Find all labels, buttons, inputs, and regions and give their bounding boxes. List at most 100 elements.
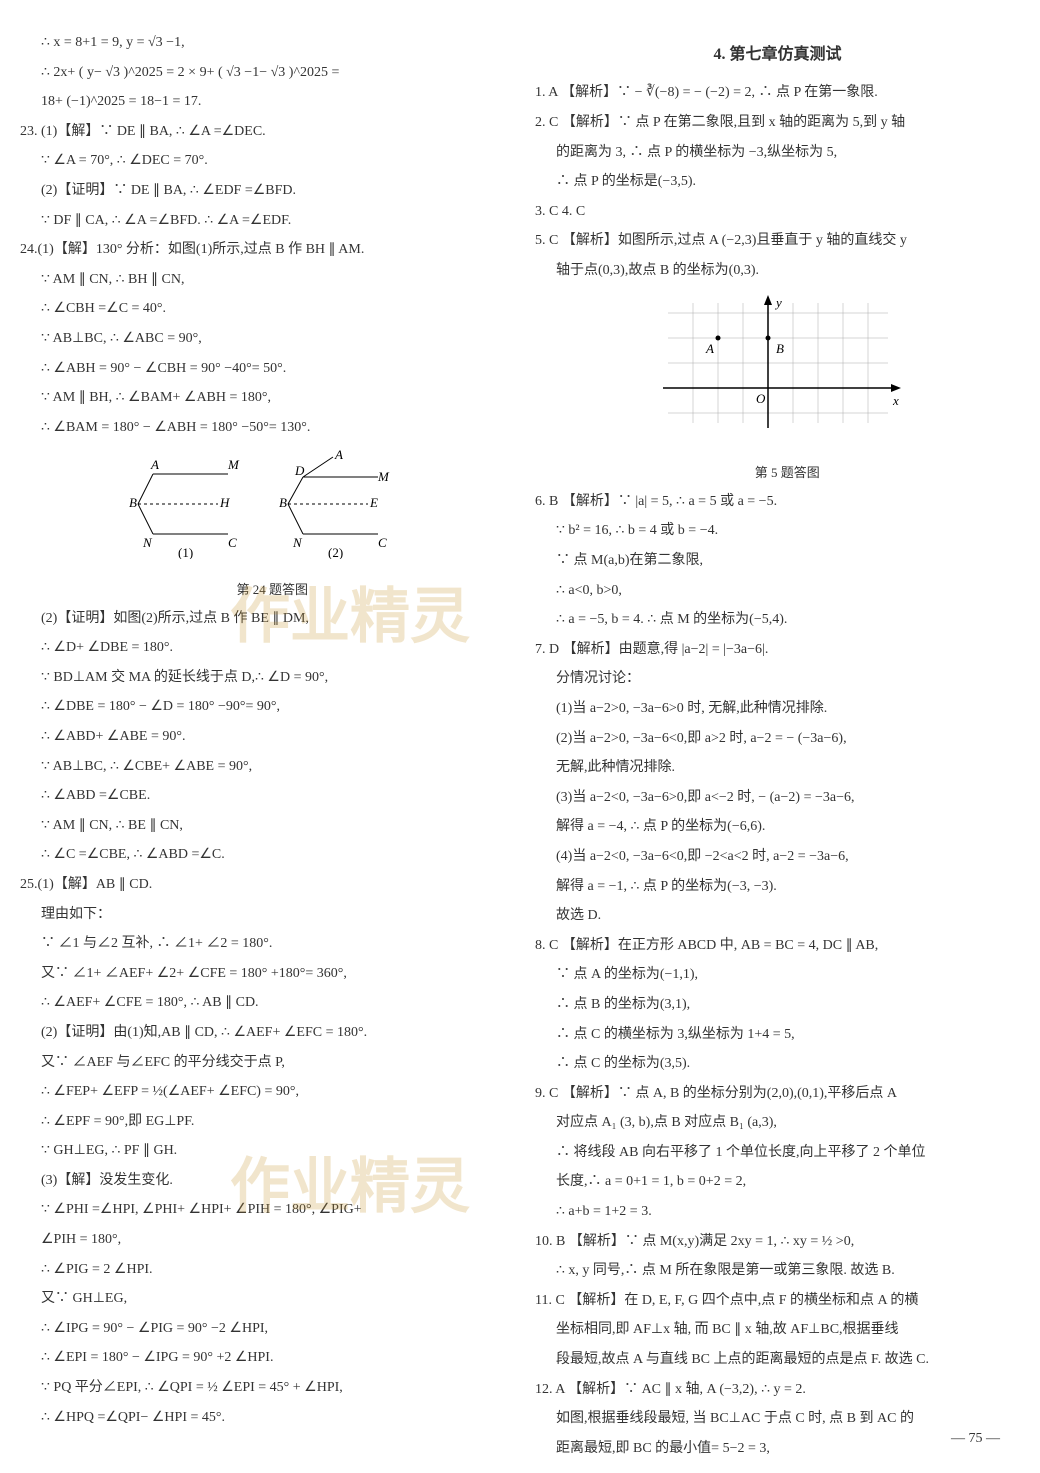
line: ∴ ∠ABD =∠CBE. <box>20 783 505 810</box>
line: 3. C 4. C <box>535 199 1020 226</box>
line: 故选 D. <box>535 903 1020 930</box>
line: (2)【证明】∵ DE ∥ BA, ∴ ∠EDF =∠BFD. <box>20 178 505 205</box>
line: 坐标相同,即 AF⊥x 轴, 而 BC ∥ x 轴,故 AF⊥BC,根据垂线 <box>535 1317 1020 1344</box>
fig24-caption: 第 24 题答图 <box>20 578 505 603</box>
svg-text:M: M <box>377 469 390 484</box>
line: ∴ ∠EPF = 90°,即 EG⊥PF. <box>20 1109 505 1136</box>
svg-text:D: D <box>294 463 305 478</box>
svg-text:B: B <box>279 495 287 510</box>
line: ∴ ∠ABD+ ∠ABE = 90°. <box>20 724 505 751</box>
line: 24.(1)【解】130° 分析：如图(1)所示,过点 B 作 BH ∥ AM. <box>20 237 505 264</box>
line: 的距离为 3, ∴ 点 P 的横坐标为 −3,纵坐标为 5, <box>535 140 1020 167</box>
page-number: — 75 — <box>951 1426 1000 1453</box>
line: ∠PIH = 180°, <box>20 1227 505 1254</box>
line: ∴ ∠D+ ∠DBE = 180°. <box>20 635 505 662</box>
line: ∴ ∠C =∠CBE, ∴ ∠ABD =∠C. <box>20 842 505 869</box>
line: ∴ ∠PIG = 2 ∠HPI. <box>20 1257 505 1284</box>
section-title: 4. 第七章仿真测试 <box>535 40 1020 70</box>
line: 解得 a = −4, ∴ 点 P 的坐标为(−6,6). <box>535 814 1020 841</box>
svg-text:E: E <box>369 495 378 510</box>
line: 又∵ ∠AEF 与∠EFC 的平分线交于点 P, <box>20 1050 505 1077</box>
page-content: ∴ x = 8+1 = 9, y = √3 −1, ∴ 2x+ ( y− √3 … <box>20 30 1020 1465</box>
line: ∵ b² = 16, ∴ b = 4 或 b = −4. <box>535 518 1020 545</box>
line: ∵ ∠1 与∠2 互补, ∴ ∠1+ ∠2 = 180°. <box>20 931 505 958</box>
line: 7. D 【解析】由题意,得 |a−2| = |−3a−6|. <box>535 637 1020 664</box>
line: 轴于点(0,3),故点 B 的坐标为(0,3). <box>535 258 1020 285</box>
line: 2. C 【解析】∵ 点 P 在第二象限,且到 x 轴的距离为 5,到 y 轴 <box>535 110 1020 137</box>
line: 12. A 【解析】∵ AC ∥ x 轴, A (−3,2), ∴ y = 2. <box>535 1377 1020 1404</box>
line: 无解,此种情况排除. <box>535 755 1020 782</box>
line: ∵ ∠A = 70°, ∴ ∠DEC = 70°. <box>20 148 505 175</box>
line: (1)当 a−2>0, −3a−6>0 时, 无解,此种情况排除. <box>535 696 1020 723</box>
line: 如图,根据垂线段最短, 当 BC⊥AC 于点 C 时, 点 B 到 AC 的 <box>535 1406 1020 1433</box>
svg-text:A: A <box>334 449 343 462</box>
line: ∴ ∠HPQ =∠QPI− ∠HPI = 45°. <box>20 1405 505 1432</box>
line: 10. B 【解析】∵ 点 M(x,y)满足 2xy = 1, ∴ xy = ½… <box>535 1229 1020 1256</box>
line: ∴ 点 C 的坐标为(3,5). <box>535 1051 1020 1078</box>
svg-text:B: B <box>776 341 784 356</box>
svg-text:x: x <box>892 393 899 408</box>
line: ∴ x = 8+1 = 9, y = √3 −1, <box>20 30 505 57</box>
line: 1. A 【解析】∵ − ∛(−8) = − (−2) = 2, ∴ 点 P 在… <box>535 80 1020 107</box>
fig5-caption: 第 5 题答图 <box>535 461 1020 486</box>
line: ∴ x, y 同号,∴ 点 M 所在象限是第一或第三象限. 故选 B. <box>535 1258 1020 1285</box>
svg-text:N: N <box>292 535 303 550</box>
line: (2)当 a−2>0, −3a−6<0,即 a>2 时, a−2 = − (−3… <box>535 726 1020 753</box>
q5-diagram: A B O x y <box>535 293 1020 454</box>
svg-text:C: C <box>228 535 237 550</box>
line: ∴ ∠AEF+ ∠CFE = 180°, ∴ AB ∥ CD. <box>20 990 505 1017</box>
line: ∴ ∠IPG = 90° − ∠PIG = 90° −2 ∠HPI, <box>20 1316 505 1343</box>
svg-text:H: H <box>219 495 230 510</box>
line: ∴ ∠ABH = 90° − ∠CBH = 90° −40°= 50°. <box>20 356 505 383</box>
line: (3)【解】没发生变化. <box>20 1168 505 1195</box>
q24-diagram: A M B H N C (1) A D M <box>20 449 505 570</box>
svg-text:O: O <box>756 391 766 406</box>
svg-text:A: A <box>150 457 159 472</box>
line: ∵ 点 M(a,b)在第二象限, <box>535 548 1020 575</box>
line: ∵ AM ∥ CN, ∴ BH ∥ CN, <box>20 267 505 294</box>
line: ∴ 2x+ ( y− √3 )^2025 = 2 × 9+ ( √3 −1− √… <box>20 60 505 87</box>
line: ∴ a = −5, b = 4. ∴ 点 M 的坐标为(−5,4). <box>535 607 1020 634</box>
line: ∴ ∠DBE = 180° − ∠D = 180° −90°= 90°, <box>20 694 505 721</box>
line: 8. C 【解析】在正方形 ABCD 中, AB = BC = 4, DC ∥ … <box>535 933 1020 960</box>
line: 23. (1)【解】∵ DE ∥ BA, ∴ ∠A =∠DEC. <box>20 119 505 146</box>
line: ∴ 点 C 的横坐标为 3,纵坐标为 1+4 = 5, <box>535 1022 1020 1049</box>
svg-text:(1): (1) <box>178 545 193 559</box>
line: 解得 a = −1, ∴ 点 P 的坐标为(−3, −3). <box>535 874 1020 901</box>
right-column: 4. 第七章仿真测试 1. A 【解析】∵ − ∛(−8) = − (−2) =… <box>535 30 1020 1465</box>
line: (2)【证明】由(1)知,AB ∥ CD, ∴ ∠AEF+ ∠EFC = 180… <box>20 1020 505 1047</box>
line: 18+ (−1)^2025 = 18−1 = 17. <box>20 89 505 116</box>
line: ∴ ∠CBH =∠C = 40°. <box>20 296 505 323</box>
line: ∴ ∠EPI = 180° − ∠IPG = 90° +2 ∠HPI. <box>20 1345 505 1372</box>
left-column: ∴ x = 8+1 = 9, y = √3 −1, ∴ 2x+ ( y− √3 … <box>20 30 505 1465</box>
line: ∵ GH⊥EG, ∴ PF ∥ GH. <box>20 1138 505 1165</box>
line: (2)【证明】如图(2)所示,过点 B 作 BE ∥ DM, <box>20 606 505 633</box>
line: ∴ a<0, b>0, <box>535 578 1020 605</box>
line: ∵ ∠PHI =∠HPI, ∠PHI+ ∠HPI+ ∠PIH = 180°, ∠… <box>20 1197 505 1224</box>
line: 理由如下： <box>20 902 505 929</box>
line: 又∵ ∠1+ ∠AEF+ ∠2+ ∠CFE = 180° +180°= 360°… <box>20 961 505 988</box>
line: 5. C 【解析】如图所示,过点 A (−2,3)且垂直于 y 轴的直线交 y <box>535 228 1020 255</box>
line: (3)当 a−2<0, −3a−6>0,即 a<−2 时, − (a−2) = … <box>535 785 1020 812</box>
line: 又∵ GH⊥EG, <box>20 1286 505 1313</box>
svg-text:y: y <box>774 295 782 310</box>
line: 6. B 【解析】∵ |a| = 5, ∴ a = 5 或 a = −5. <box>535 489 1020 516</box>
svg-text:(2): (2) <box>328 545 343 559</box>
line: ∵ AB⊥BC, ∴ ∠CBE+ ∠ABE = 90°, <box>20 754 505 781</box>
line: ∵ AM ∥ BH, ∴ ∠BAM+ ∠ABH = 180°, <box>20 385 505 412</box>
line: ∴ a+b = 1+2 = 3. <box>535 1199 1020 1226</box>
line: ∴ 将线段 AB 向右平移了 1 个单位长度,向上平移了 2 个单位 <box>535 1140 1020 1167</box>
line: 段最短,故点 A 与直线 BC 上点的距离最短的点是点 F. 故选 C. <box>535 1347 1020 1374</box>
line: (4)当 a−2<0, −3a−6<0,即 −2<a<2 时, a−2 = −3… <box>535 844 1020 871</box>
line: ∵ BD⊥AM 交 MA 的延长线于点 D,∴ ∠D = 90°, <box>20 665 505 692</box>
line: 长度,∴ a = 0+1 = 1, b = 0+2 = 2, <box>535 1169 1020 1196</box>
line: ∵ DF ∥ CA, ∴ ∠A =∠BFD. ∴ ∠A =∠EDF. <box>20 208 505 235</box>
line: 分情况讨论： <box>535 666 1020 693</box>
svg-text:C: C <box>378 535 387 550</box>
line: ∵ AB⊥BC, ∴ ∠ABC = 90°, <box>20 326 505 353</box>
line: 9. C 【解析】∵ 点 A, B 的坐标分别为(2,0),(0,1),平移后点… <box>535 1081 1020 1108</box>
line: ∴ 点 P 的坐标是(−3,5). <box>535 169 1020 196</box>
line: 对应点 A₁ (3, b),点 B 对应点 B₁ (a,3), <box>535 1110 1020 1137</box>
svg-text:A: A <box>705 341 714 356</box>
line: 距离最短,即 BC 的最小值= 5−2 = 3, <box>535 1436 1020 1463</box>
